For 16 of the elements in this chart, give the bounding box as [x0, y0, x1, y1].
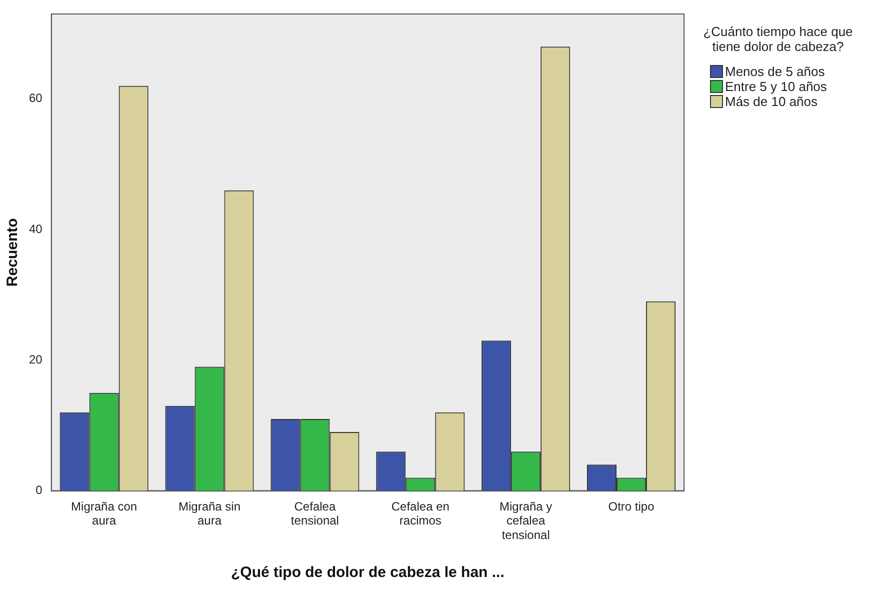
x-tick-label: Otro tipo	[608, 499, 655, 514]
x-tick-label: Migraña con aura	[71, 499, 138, 528]
legend-title: ¿Cuánto tiempo hace que tiene dolor de cabeza?	[702, 24, 854, 54]
x-tick-label: Migraña y cefalea tensional	[499, 499, 552, 542]
x-tick-label: Cefalea tensional	[290, 499, 339, 528]
legend-label: Menos de 5 años	[725, 64, 825, 79]
y-axis-title: Recuento	[4, 218, 22, 287]
x-tick-label: Cefalea en racimos	[391, 499, 450, 528]
y-tick-label: 20	[28, 352, 43, 366]
y-tick-label: 0	[36, 483, 43, 498]
x-tick-label: Migraña sin aura	[178, 499, 241, 528]
legend-label: Entre 5 y 10 años	[725, 79, 827, 94]
y-tick-label: 60	[28, 91, 43, 106]
legend-label: Más de 10 años	[725, 94, 818, 109]
y-tick-label: 40	[28, 222, 43, 236]
x-axis-title: ¿Qué tipo de dolor de cabeza le han ...	[230, 564, 504, 582]
